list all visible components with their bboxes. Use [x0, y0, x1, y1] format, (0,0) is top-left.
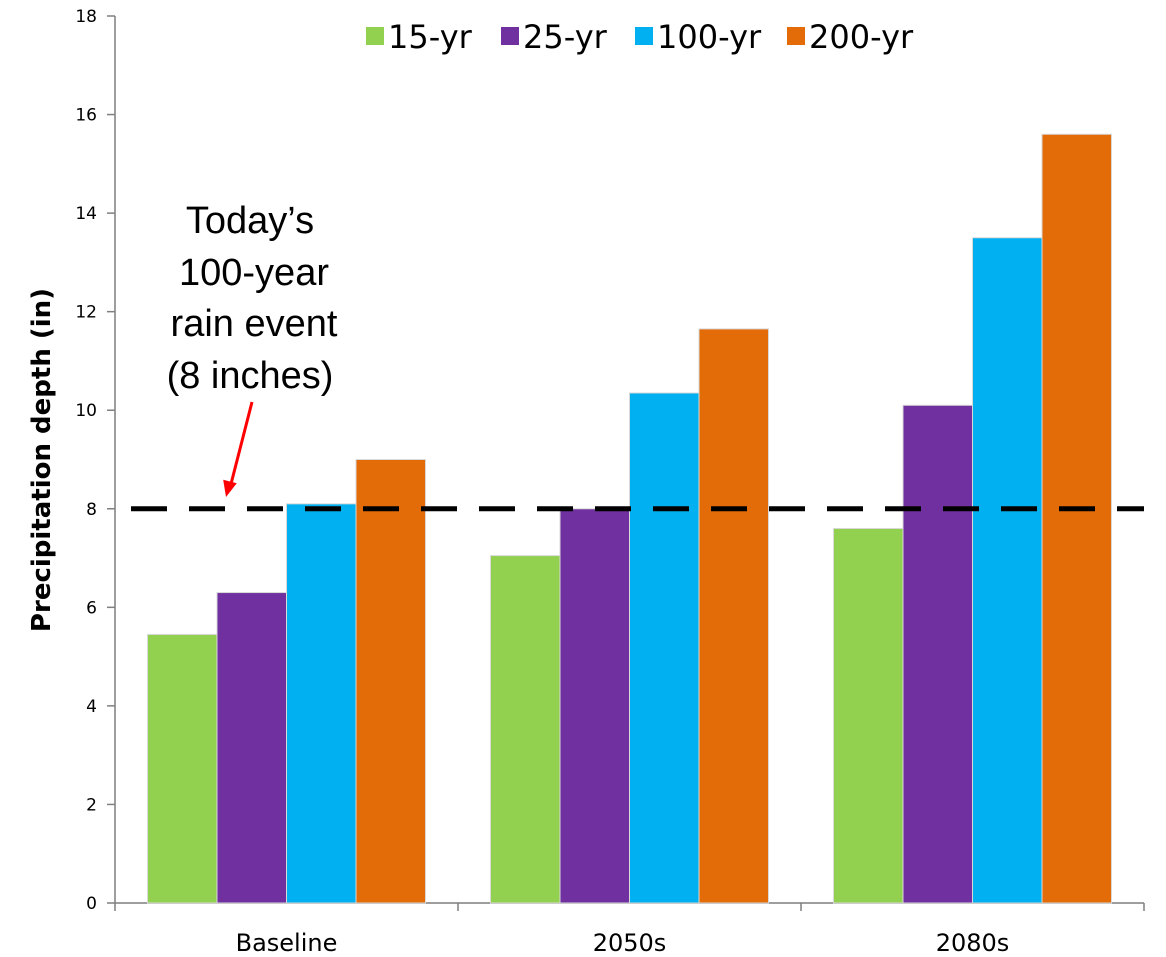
annotation: Today’s 100-year rain event (8 inches): [167, 200, 338, 497]
bar-15-yr-2050s: [490, 555, 561, 904]
y-tick-label: 8: [86, 500, 97, 520]
y-tick-label: 10: [75, 401, 97, 421]
legend-swatch-25-yr: [501, 27, 519, 45]
bar-15-yr-2080s: [833, 527, 904, 904]
legend-swatch-200-yr: [787, 27, 805, 45]
annotation-line: rain event: [171, 303, 338, 345]
bar-100-yr-2080s: [972, 237, 1043, 904]
annotation-arrow: [229, 401, 254, 485]
x-tick-label: 2050s: [593, 929, 667, 957]
y-tick-label: 14: [75, 204, 97, 224]
y-axis-label: Precipitation depth (in): [27, 288, 57, 632]
y-tick-label: 4: [86, 697, 97, 717]
y-tick-label: 16: [75, 106, 97, 126]
bar-100-yr-2050s: [629, 392, 700, 904]
bar-200-yr-2080s: [1041, 133, 1112, 904]
y-tick-label: 6: [86, 598, 97, 618]
bar-15-yr-Baseline: [147, 633, 218, 904]
annotation-line: Today’s: [186, 200, 314, 242]
bar-200-yr-2050s: [698, 328, 769, 904]
bars: [147, 133, 1112, 904]
annotation-arrow-head: [223, 479, 237, 497]
legend-swatch-100-yr: [635, 27, 653, 45]
annotation-line: 100-year: [179, 252, 329, 294]
legend-label-15-yr: 15-yr: [388, 18, 473, 56]
bar-25-yr-Baseline: [216, 592, 287, 904]
legend-label-100-yr: 100-yr: [657, 18, 762, 56]
y-tick-label: 12: [75, 303, 97, 323]
bar-200-yr-Baseline: [355, 459, 426, 904]
bar-25-yr-2080s: [902, 404, 973, 904]
bar-100-yr-Baseline: [286, 503, 357, 904]
legend-label-200-yr: 200-yr: [809, 18, 914, 56]
y-tick-label: 2: [86, 795, 97, 815]
axes: 0 2 4 6 8 10 12 14 16 18 Baseline 2050s 2080s: [75, 7, 1145, 957]
y-tick-label: 18: [75, 7, 97, 27]
x-tick-label: Baseline: [236, 929, 338, 957]
bar-25-yr-2050s: [559, 508, 630, 904]
x-tick-label: 2080s: [936, 929, 1010, 957]
annotation-line: (8 inches): [167, 355, 334, 397]
y-tick-label: 0: [86, 894, 97, 914]
legend: 15-yr 25-yr 100-yr 200-yr: [366, 18, 914, 56]
legend-swatch-15-yr: [366, 27, 384, 45]
legend-label-25-yr: 25-yr: [523, 18, 608, 56]
